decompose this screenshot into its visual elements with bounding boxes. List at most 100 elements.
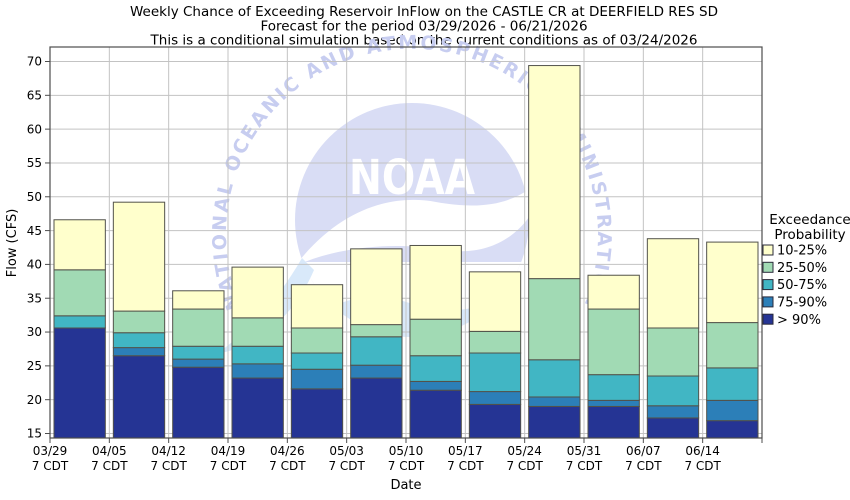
bar-segment-05/17-> 90% <box>468 403 522 439</box>
x-tick-label-time: 7 CDT <box>684 459 721 473</box>
x-tick-label-time: 7 CDT <box>388 459 425 473</box>
x-tick-label-date: 04/12 <box>151 444 186 458</box>
bar-segment-04/12-> 90% <box>172 366 225 439</box>
bar-segment-05/10-50-75% <box>409 355 462 382</box>
legend: Exceedance Probability 10-25% 25-50% 50-75… <box>762 212 850 328</box>
bar-segment-04/05-25-50% <box>112 310 166 334</box>
x-tick-label-date: 04/19 <box>211 444 246 458</box>
bar-segment-04/12-10-25% <box>172 290 225 310</box>
x-tick-label-time: 7 CDT <box>91 459 128 473</box>
y-axis-label: Flow (CFS) <box>5 209 20 278</box>
legend-label-75-90%: 75-90% <box>777 296 827 311</box>
x-tick-label-time: 7 CDT <box>328 459 365 473</box>
x-tick-label-date: 04/05 <box>92 444 127 458</box>
bar-segment-04/26-75-90% <box>290 368 344 390</box>
bar-segment-05/31-25-50% <box>587 308 640 376</box>
legend-title-line2: Probability <box>774 227 845 243</box>
bar-segment-03/29-50-75% <box>53 315 106 329</box>
bar-segment-06/07-10-25% <box>646 238 700 329</box>
legend-label-50-75%: 50-75% <box>777 278 827 293</box>
bar-segment-05/17-50-75% <box>468 352 522 393</box>
bar-segment-05/31-> 90% <box>587 405 640 439</box>
y-tick-label: 60 <box>27 122 42 136</box>
x-tick-label-date: 05/10 <box>389 444 424 458</box>
chart-title-line2: Forecast for the period 03/29/2026 - 06/… <box>260 19 587 35</box>
bar-segment-05/10-10-25% <box>409 244 462 320</box>
y-tick-label: 50 <box>27 190 42 204</box>
chart-title-line3: This is a conditional simulation based o… <box>150 33 698 49</box>
bar-segment-05/17-10-25% <box>468 271 522 332</box>
bar-segment-04/19-25-50% <box>231 317 284 347</box>
bar-segment-05/03-> 90% <box>350 377 403 439</box>
bar-segment-05/31-75-90% <box>587 399 640 407</box>
noaa-watermark-text: NOAA <box>349 150 475 206</box>
bar-segment-05/31-50-75% <box>587 374 640 401</box>
x-tick-label-date: 03/29 <box>33 444 68 458</box>
y-tick-label: 40 <box>27 258 42 272</box>
bar-segment-06/07-25-50% <box>646 327 700 377</box>
x-tick-label-time: 7 CDT <box>269 459 306 473</box>
bar-segment-05/10-25-50% <box>409 318 462 357</box>
legend-swatch-10-25% <box>762 244 774 256</box>
bar-segment-04/12-25-50% <box>172 308 225 347</box>
bar-segment-05/03-25-50% <box>350 324 403 338</box>
y-tick-label: 25 <box>27 359 42 373</box>
legend-swatch-25-50% <box>762 261 774 273</box>
bar-segment-05/17-25-50% <box>468 330 522 354</box>
legend-label-10-25%: 10-25% <box>777 244 827 259</box>
bar-segment-03/29-10-25% <box>53 219 106 271</box>
bar-segment-04/05-> 90% <box>112 355 166 439</box>
y-tick-label: 45 <box>27 224 42 238</box>
bar-segment-04/19-50-75% <box>231 345 284 365</box>
bar-segment-05/24-10-25% <box>528 65 581 280</box>
legend-swatch-> 90% <box>762 313 774 325</box>
noaa-wing-icon <box>216 258 314 354</box>
x-tick-label-time: 7 CDT <box>150 459 187 473</box>
y-tick-label: 20 <box>27 393 42 407</box>
y-tick-label: 70 <box>27 55 42 69</box>
y-tick-label: 30 <box>27 325 42 339</box>
bar-segment-04/19-75-90% <box>231 363 284 379</box>
bar-segment-06/14-25-50% <box>706 322 759 369</box>
x-tick-label-time: 7 CDT <box>625 459 662 473</box>
bar-segment-05/31-10-25% <box>587 274 640 310</box>
bar-segment-06/07-> 90% <box>646 417 700 439</box>
bar-segment-04/26-25-50% <box>290 327 344 354</box>
x-tick-label-time: 7 CDT <box>32 459 69 473</box>
bar-segment-05/03-50-75% <box>350 336 403 366</box>
noaa-seagull <box>295 172 529 266</box>
y-tick-label: 15 <box>27 427 42 441</box>
bar-segment-04/05-50-75% <box>112 332 166 349</box>
bar-segment-04/05-75-90% <box>112 347 166 357</box>
y-tick-label: 65 <box>27 89 42 103</box>
x-tick-label-date: 04/26 <box>270 444 305 458</box>
bar-segment-06/07-75-90% <box>646 405 700 419</box>
y-tick-label: 35 <box>27 291 42 305</box>
x-tick-label-time: 7 CDT <box>566 459 603 473</box>
bar-segment-04/26-> 90% <box>290 388 344 439</box>
x-tick-label-time: 7 CDT <box>210 459 247 473</box>
x-tick-label-date: 05/17 <box>448 444 483 458</box>
bar-segment-04/26-10-25% <box>290 284 344 329</box>
x-tick-label-date: 06/07 <box>626 444 661 458</box>
bar-segment-05/10-75-90% <box>409 380 462 391</box>
x-tick-label-time: 7 CDT <box>447 459 484 473</box>
bar-segment-06/14-50-75% <box>706 367 759 401</box>
bar-segment-06/14-> 90% <box>706 420 759 439</box>
bar-segment-03/29-25-50% <box>53 269 106 317</box>
legend-title-line1: Exceedance <box>769 212 850 228</box>
x-tick-label-date: 06/14 <box>685 444 720 458</box>
bar-segment-04/12-75-90% <box>172 358 225 368</box>
x-tick-label-time: 7 CDT <box>506 459 543 473</box>
chart-title-line1: Weekly Chance of Exceeding Reservoir InF… <box>130 4 718 20</box>
bar-segment-04/05-10-25% <box>112 201 166 312</box>
bar-segment-06/07-50-75% <box>646 375 700 407</box>
bar-segment-05/24-25-50% <box>528 278 581 361</box>
bar-segment-04/19-> 90% <box>231 377 284 439</box>
x-axis-label: Date <box>390 478 421 493</box>
bar-segment-05/24-75-90% <box>528 396 581 407</box>
bar-segment-06/14-75-90% <box>706 399 759 422</box>
bar-segment-05/24-> 90% <box>528 405 581 439</box>
